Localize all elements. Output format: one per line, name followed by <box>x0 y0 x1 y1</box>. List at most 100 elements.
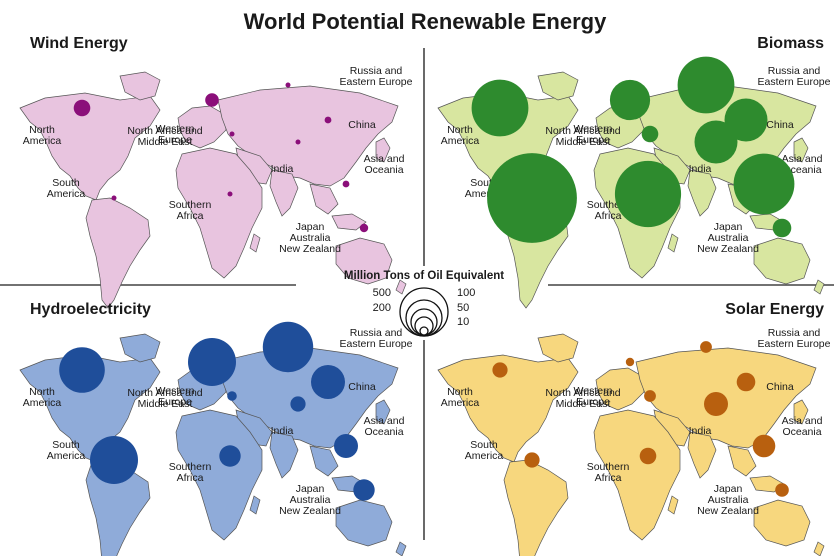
region-label: Southern Africa <box>169 461 212 484</box>
biomass-bubble-asia-and-oceania <box>733 153 795 215</box>
wind-bubble-japan-australia-new-zealand <box>359 223 369 233</box>
solar-bubble-south-america <box>524 452 540 468</box>
region-label: India <box>271 425 294 437</box>
region-label: North Africa and Middle East <box>127 387 202 410</box>
region-label: South America <box>465 439 504 462</box>
solar-bubble-southern-africa <box>639 447 657 465</box>
hydro-bubble-asia-and-oceania <box>334 434 358 458</box>
biomass-bubble-india <box>694 120 738 164</box>
region-label: Japan Australia New Zealand <box>697 221 759 255</box>
solar-map-panel: North America Western Europe Russia and Easte… <box>437 301 831 556</box>
biomass-bubble-south-america <box>487 153 577 243</box>
wind-map-panel: North America Western Europe Russia and Easte… <box>19 35 413 309</box>
biomass-map-panel: North America Western Europe Russia and Easte… <box>437 35 831 309</box>
legend-value-50: 50 <box>457 302 469 314</box>
region-label: Russia and Eastern Europe <box>340 65 413 88</box>
biomass-bubble-western-europe <box>609 79 651 121</box>
region-label: Asia and Oceania <box>364 415 405 438</box>
hydro-panel-title: Hydroelectricity <box>30 301 151 318</box>
biomass-bubble-southern-africa <box>614 160 682 228</box>
legend-value-10: 10 <box>457 316 469 328</box>
region-label: India <box>689 425 712 437</box>
region-label: Japan Australia New Zealand <box>697 483 759 517</box>
hydro-bubble-southern-africa <box>219 445 241 467</box>
solar-bubble-china <box>736 372 756 392</box>
region-label: North America <box>23 386 62 409</box>
region-label: India <box>689 163 712 175</box>
legend-value-500: 500 <box>373 287 391 299</box>
region-label: Russia and Eastern Europe <box>758 65 831 88</box>
region-label: Japan Australia New Zealand <box>279 221 341 255</box>
hydro-bubble-south-america <box>90 436 138 484</box>
region-label: North Africa and Middle East <box>545 125 620 148</box>
wind-bubble-china <box>324 116 332 124</box>
wind-bubble-south-america <box>111 195 117 201</box>
biomass-bubble-north-america <box>471 79 529 137</box>
hydro-bubble-north-africa-and-middle-east <box>227 391 237 401</box>
region-label: South America <box>47 177 86 200</box>
region-label: North America <box>441 124 480 147</box>
region-label: Asia and Oceania <box>364 153 405 176</box>
region-label: Southern Africa <box>169 199 212 222</box>
map-panels: North America Western Europe Russia and Easte… <box>19 35 831 556</box>
wind-bubble-north-america <box>73 99 91 117</box>
hydro-bubble-north-america <box>59 347 105 393</box>
wind-panel-title: Wind Energy <box>30 35 128 52</box>
hydro-bubble-china <box>311 365 345 399</box>
wind-bubble-india <box>295 139 301 145</box>
legend: Million Tons of Oil Equivalent 500 200 1… <box>344 270 504 337</box>
region-label: Western Europe <box>156 385 195 408</box>
region-label: Western Europe <box>156 123 195 146</box>
hydro-bubble-japan-australia-new-zealand <box>353 479 375 501</box>
region-label: Western Europe <box>574 123 613 146</box>
region-label: Russia and Eastern Europe <box>758 327 831 350</box>
legend-ring-10 <box>419 326 429 336</box>
solar-bubble-india <box>704 392 728 416</box>
solar-bubble-asia-and-oceania <box>752 434 776 458</box>
region-label: South America <box>47 439 86 462</box>
biomass-world-map: North America Western Europe Russia and Easte… <box>437 56 831 309</box>
region-label: India <box>271 163 294 175</box>
region-label: Japan Australia New Zealand <box>279 483 341 517</box>
region-label: China <box>348 119 376 131</box>
region-label: Russia and Eastern Europe <box>340 327 413 350</box>
region-label: Asia and Oceania <box>782 153 823 176</box>
biomass-bubble-russia-and-eastern-europe <box>677 56 735 114</box>
wind-bubble-western-europe <box>205 93 219 107</box>
solar-bubble-north-america <box>492 362 508 378</box>
legend-value-200: 200 <box>373 302 391 314</box>
wind-bubble-north-africa-and-middle-east <box>229 131 235 137</box>
region-label: Southern Africa <box>587 461 630 484</box>
biomass-bubble-china <box>724 98 768 142</box>
region-label: Asia and Oceania <box>782 415 823 438</box>
figure-title: World Potential Renewable Energy <box>244 9 607 34</box>
wind-bubble-southern-africa <box>227 191 233 197</box>
region-label: North Africa and Middle East <box>127 125 202 148</box>
hydro-bubble-western-europe <box>188 338 236 386</box>
solar-panel-title: Solar Energy <box>725 301 824 318</box>
hydro-world-map: North America Western Europe Russia and Easte… <box>19 321 413 556</box>
hydro-bubble-india <box>290 396 306 412</box>
legend-title: Million Tons of Oil Equivalent <box>344 270 504 282</box>
wind-world-map: North America Western Europe Russia and Easte… <box>19 65 413 309</box>
region-label: China <box>348 381 376 393</box>
biomass-bubble-japan-australia-new-zealand <box>772 218 792 238</box>
biomass-panel-title: Biomass <box>757 35 824 52</box>
region-label: China <box>766 381 794 393</box>
wind-bubble-russia-and-eastern-europe <box>285 82 291 88</box>
solar-bubble-russia-and-eastern-europe <box>700 341 712 353</box>
biomass-bubble-north-africa-and-middle-east <box>641 125 659 143</box>
hydro-bubble-russia-and-eastern-europe <box>262 321 314 373</box>
hydro-map-panel: North America Western Europe Russia and Easte… <box>19 301 413 556</box>
solar-bubble-western-europe <box>625 357 635 367</box>
region-label: North America <box>441 386 480 409</box>
solar-bubble-japan-australia-new-zealand <box>775 483 789 497</box>
region-label: North America <box>23 124 62 147</box>
wind-bubble-asia-and-oceania <box>342 180 350 188</box>
region-label: North Africa and Middle East <box>545 387 620 410</box>
legend-value-100: 100 <box>457 287 475 299</box>
solar-world-map: North America Western Europe Russia and Easte… <box>437 327 831 556</box>
solar-bubble-north-africa-and-middle-east <box>644 390 656 402</box>
region-label: China <box>766 119 794 131</box>
